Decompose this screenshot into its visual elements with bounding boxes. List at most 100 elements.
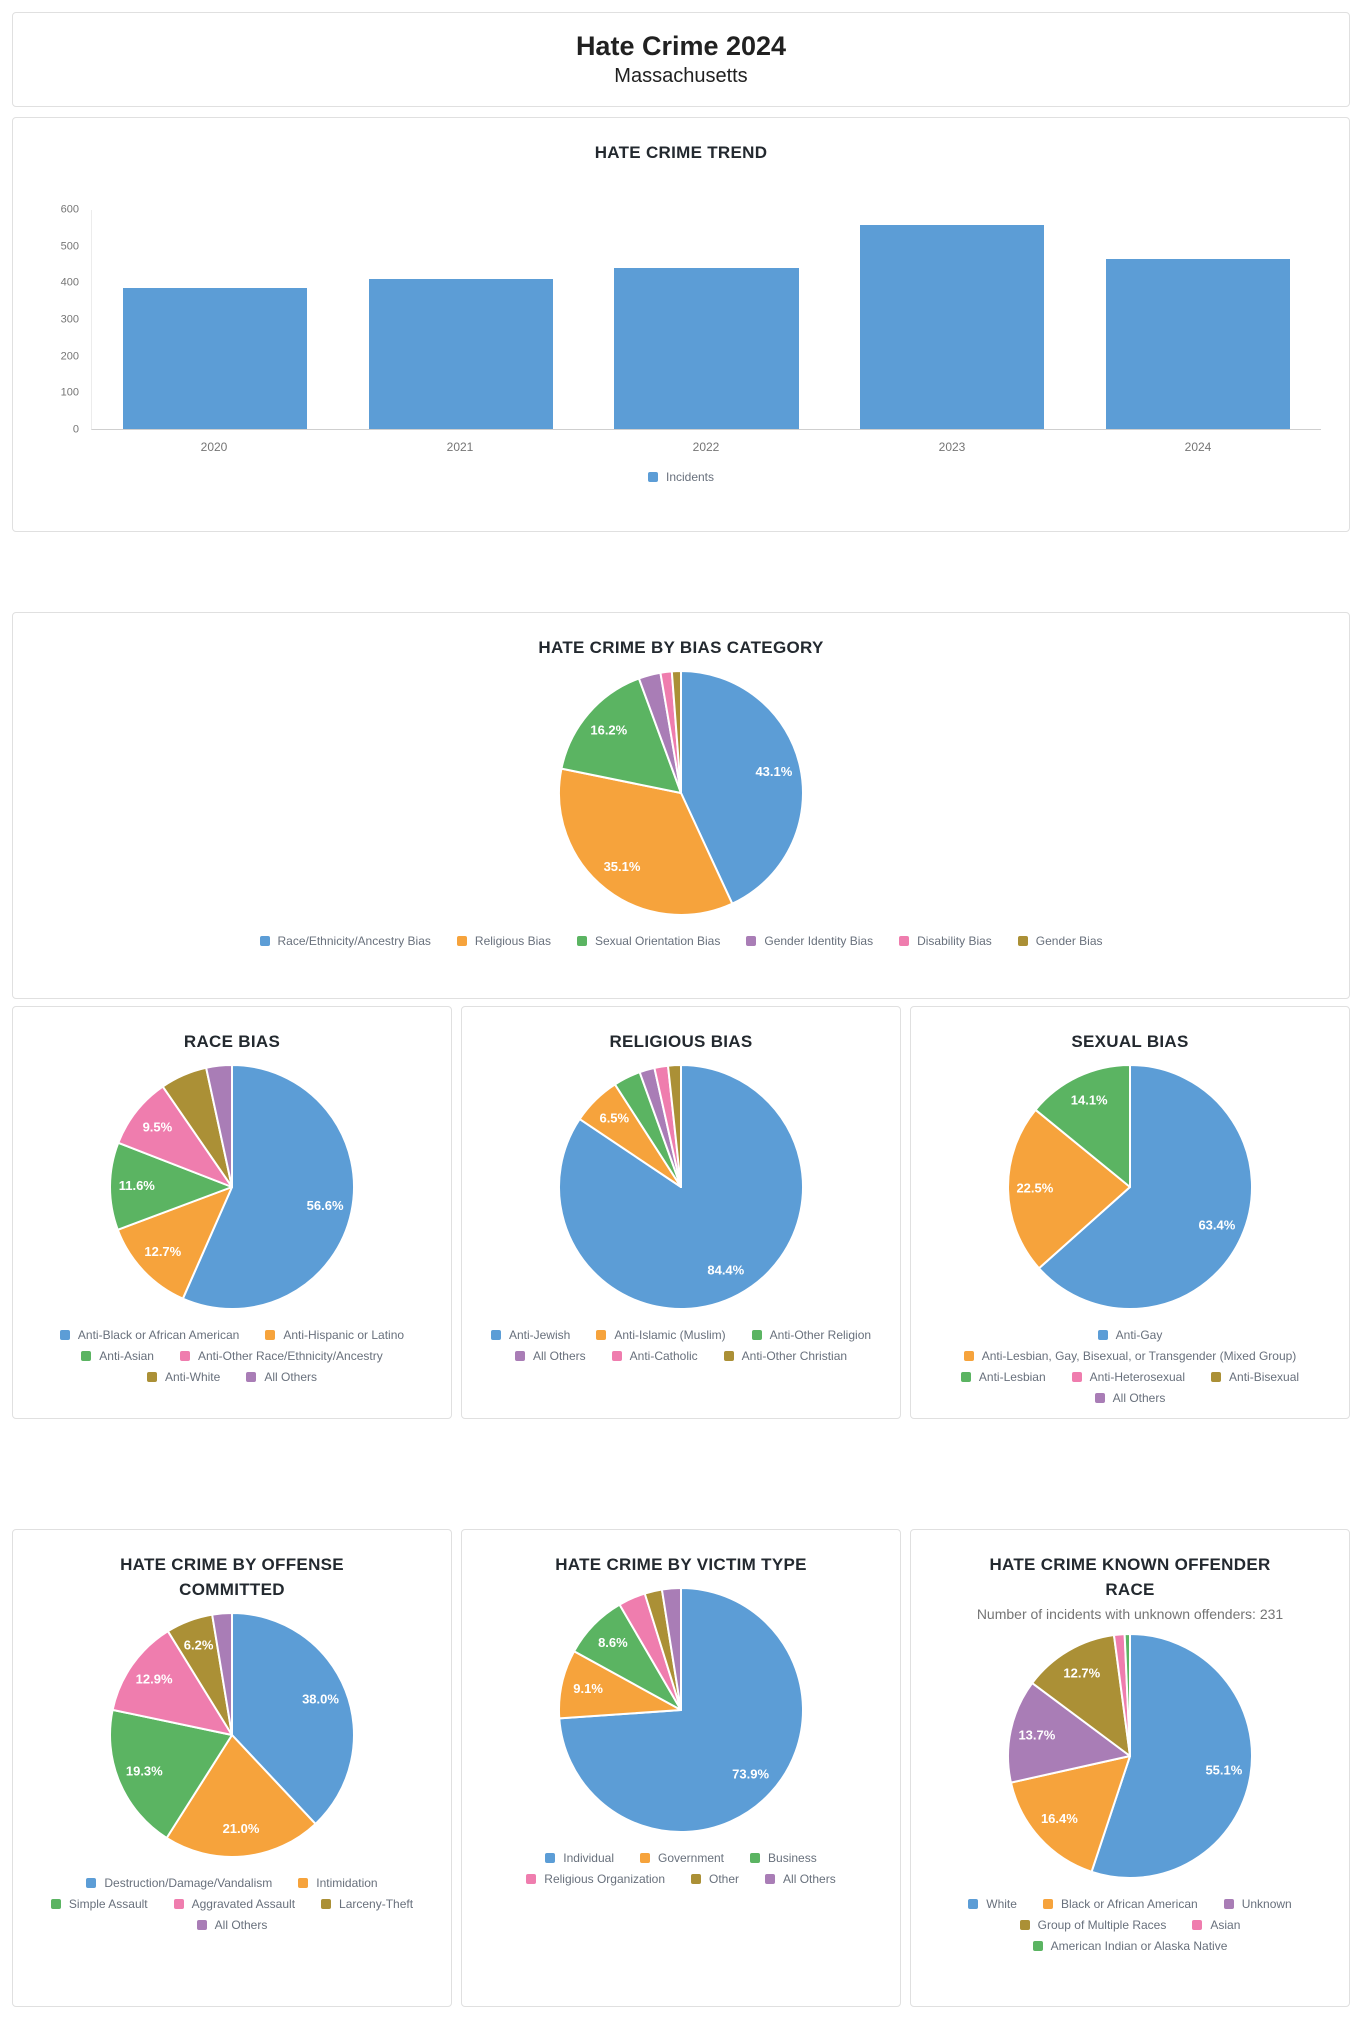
- pie-slice-anti-asian[interactable]: [109, 1141, 233, 1231]
- pie-slice-group-of-multiple-races[interactable]: [1031, 1634, 1131, 1757]
- legend-item-anti-other-religion[interactable]: Anti-Other Religion: [751, 1328, 871, 1342]
- legend-label: Unknown: [1241, 1897, 1292, 1911]
- offender-race-subtitle: Number of incidents with unknown offende…: [976, 1606, 1284, 1622]
- trend-bar-chart: 0 100 200 300 400 500 600: [61, 204, 1321, 435]
- pie-slice-aggravated-assault[interactable]: [111, 1630, 233, 1736]
- pie-slice-anti-gay[interactable]: [1038, 1064, 1254, 1310]
- legend-item-larceny-theft[interactable]: Larceny-Theft: [321, 1897, 413, 1911]
- legend-item-destruction-damage-vandalism[interactable]: Destruction/Damage/Vandalism: [86, 1876, 272, 1890]
- pie-slice-race-ethnicity-ancestry-bias[interactable]: [680, 670, 804, 905]
- legend-label: Group of Multiple Races: [1037, 1918, 1167, 1932]
- pie-slice-anti-lesbian-gay-bisexual-or-transgender-mixed-group[interactable]: [1007, 1108, 1131, 1270]
- legend-swatch: [899, 936, 910, 946]
- legend-item-all-others[interactable]: All Others: [196, 1918, 267, 1932]
- legend-label: Gender Bias: [1035, 934, 1103, 948]
- legend-item-anti-catholic[interactable]: Anti-Catholic: [611, 1349, 698, 1363]
- religious-bias-card: RELIGIOUS BIAS 84.4% 6.5% Anti-Jewish Anti…: [461, 1006, 901, 1419]
- legend-item-anti-asian[interactable]: Anti-Asian: [81, 1349, 154, 1363]
- legend-label: Race/Ethnicity/Ancestry Bias: [277, 934, 431, 948]
- pie-slice-label: 55.1%: [1205, 1763, 1242, 1778]
- legend-item-all-others[interactable]: All Others: [514, 1349, 586, 1363]
- legend-item-anti-other-race-ethnicity-ancestry[interactable]: Anti-Other Race/Ethnicity/Ancestry: [179, 1349, 383, 1363]
- trend-title: HATE CRIME TREND: [594, 143, 768, 162]
- legend-item-disability-bias[interactable]: Disability Bias: [899, 934, 992, 948]
- y-axis-tick: 500: [60, 240, 79, 253]
- legend-item-race-ethnicity-ancestry-bias[interactable]: Race/Ethnicity/Ancestry Bias: [259, 934, 431, 948]
- bar-slot: [1075, 210, 1321, 429]
- legend-item-all-others[interactable]: All Others: [765, 1872, 836, 1886]
- pie-slice-american-indian-or-alaska-native[interactable]: [1123, 1633, 1131, 1757]
- legend-item-anti-gay[interactable]: Anti-Gay: [1097, 1328, 1163, 1342]
- bar-2023[interactable]: [860, 225, 1045, 429]
- legend-item-white[interactable]: White: [968, 1897, 1017, 1911]
- religious-bias-legend: Anti-Jewish Anti-Islamic (Muslim) Anti-Oth…: [481, 1328, 881, 1363]
- legend-item-sexual-orientation-bias[interactable]: Sexual Orientation Bias: [576, 934, 720, 948]
- bar-2021[interactable]: [368, 278, 553, 429]
- legend-item-anti-black-or-african-american[interactable]: Anti-Black or African American: [59, 1328, 240, 1342]
- offender-race-pie-chart: 55.1% 16.4% 13.7% 12.7%: [1007, 1633, 1253, 1879]
- legend-label: Anti-Gay: [1115, 1328, 1163, 1342]
- legend-item-religious-bias[interactable]: Religious Bias: [456, 934, 551, 948]
- bar-2024[interactable]: [1105, 259, 1291, 429]
- pie-slice-anti-hispanic-or-latino[interactable]: [116, 1186, 233, 1300]
- pie-slice-simple-assault[interactable]: [108, 1708, 233, 1840]
- legend-item-group-of-multiple-races[interactable]: Group of Multiple Races: [1019, 1918, 1167, 1932]
- legend-item-anti-jewish[interactable]: Anti-Jewish: [490, 1328, 570, 1342]
- legend-label: Anti-Black or African American: [77, 1328, 240, 1342]
- pie-slice-anti-lesbian[interactable]: [1034, 1064, 1131, 1188]
- legend-item-american-indian-or-alaska-native[interactable]: American Indian or Alaska Native: [1032, 1939, 1227, 1953]
- legend-item-anti-bisexual[interactable]: Anti-Bisexual: [1211, 1370, 1299, 1384]
- legend-item-intimidation[interactable]: Intimidation: [298, 1876, 378, 1890]
- legend-item-gender-bias[interactable]: Gender Bias: [1017, 934, 1103, 948]
- legend-swatch: [146, 1372, 157, 1382]
- sexual-bias-title: SEXUAL BIAS: [1071, 1032, 1189, 1051]
- legend-label: Larceny-Theft: [339, 1897, 414, 1911]
- pie-slice-label: 35.1%: [604, 859, 641, 874]
- legend-item-incidents[interactable]: Incidents: [647, 470, 714, 484]
- legend-swatch: [173, 1899, 184, 1909]
- pie-slice-black-or-african-american[interactable]: [1009, 1755, 1131, 1873]
- legend-item-black-or-african-american[interactable]: Black or African American: [1042, 1897, 1198, 1911]
- pie-slice-anti-black-or-african-american[interactable]: [181, 1064, 355, 1310]
- legend-label: Anti-Asian: [99, 1349, 154, 1363]
- legend-item-unknown[interactable]: Unknown: [1223, 1897, 1292, 1911]
- pie-slice-unknown[interactable]: [1007, 1682, 1131, 1784]
- legend-item-all-others[interactable]: All Others: [1094, 1391, 1165, 1405]
- pie-slice-all-others[interactable]: [211, 1611, 233, 1736]
- pie-slice-gender-bias[interactable]: [670, 670, 682, 794]
- trend-x-labels: 2020 2021 2022 2023 2024: [91, 440, 1321, 454]
- legend-item-aggravated-assault[interactable]: Aggravated Assault: [173, 1897, 295, 1911]
- pie-slice-white[interactable]: [1090, 1633, 1253, 1879]
- bar-2020[interactable]: [122, 288, 308, 429]
- legend-item-government[interactable]: Government: [639, 1851, 724, 1865]
- legend-label: Anti-Lesbian: [978, 1370, 1046, 1384]
- legend-item-other[interactable]: Other: [691, 1872, 739, 1886]
- legend-item-anti-white[interactable]: Anti-White: [146, 1370, 220, 1384]
- victim-type-pie-chart: 73.9% 9.1% 8.6%: [557, 1586, 804, 1833]
- pie-slice-intimidation[interactable]: [165, 1734, 317, 1858]
- legend-item-gender-identity-bias[interactable]: Gender Identity Bias: [746, 934, 873, 948]
- legend-item-anti-hispanic-or-latino[interactable]: Anti-Hispanic or Latino: [265, 1328, 404, 1342]
- pie-slice-destruction-damage-vandalism[interactable]: [231, 1612, 355, 1825]
- legend-item-anti-islamic-muslim[interactable]: Anti-Islamic (Muslim): [596, 1328, 726, 1342]
- pie-slice-sexual-orientation-bias[interactable]: [560, 677, 682, 794]
- legend-item-business[interactable]: Business: [750, 1851, 817, 1865]
- legend-swatch: [298, 1878, 309, 1888]
- legend-item-asian[interactable]: Asian: [1192, 1918, 1240, 1932]
- legend-item-simple-assault[interactable]: Simple Assault: [50, 1897, 148, 1911]
- legend-item-anti-lesbian-gay-bisexual-or-transgender-mixed-group[interactable]: Anti-Lesbian, Gay, Bisexual, or Transgen…: [963, 1349, 1296, 1363]
- legend-item-anti-lesbian[interactable]: Anti-Lesbian: [960, 1370, 1046, 1384]
- pie-slice-anti-other-christian[interactable]: [666, 1064, 682, 1188]
- legend-label: Anti-Other Christian: [741, 1349, 848, 1363]
- stats-row: HATE CRIME BY OFFENSE COMMITTED 38.0% 21.…: [12, 1529, 1350, 2007]
- legend-item-individual[interactable]: Individual: [545, 1851, 614, 1865]
- legend-item-anti-other-christian[interactable]: Anti-Other Christian: [723, 1349, 848, 1363]
- pie-slice-all-others[interactable]: [205, 1064, 233, 1188]
- bar-2022[interactable]: [614, 268, 799, 429]
- legend-item-anti-heterosexual[interactable]: Anti-Heterosexual: [1071, 1370, 1185, 1384]
- legend-item-all-others[interactable]: All Others: [246, 1370, 317, 1384]
- legend-label: Business: [768, 1851, 817, 1865]
- legend-item-religious-organization[interactable]: Religious Organization: [526, 1872, 665, 1886]
- pie-slice-all-others[interactable]: [660, 1586, 682, 1711]
- pie-slice-religious-bias[interactable]: [558, 767, 734, 916]
